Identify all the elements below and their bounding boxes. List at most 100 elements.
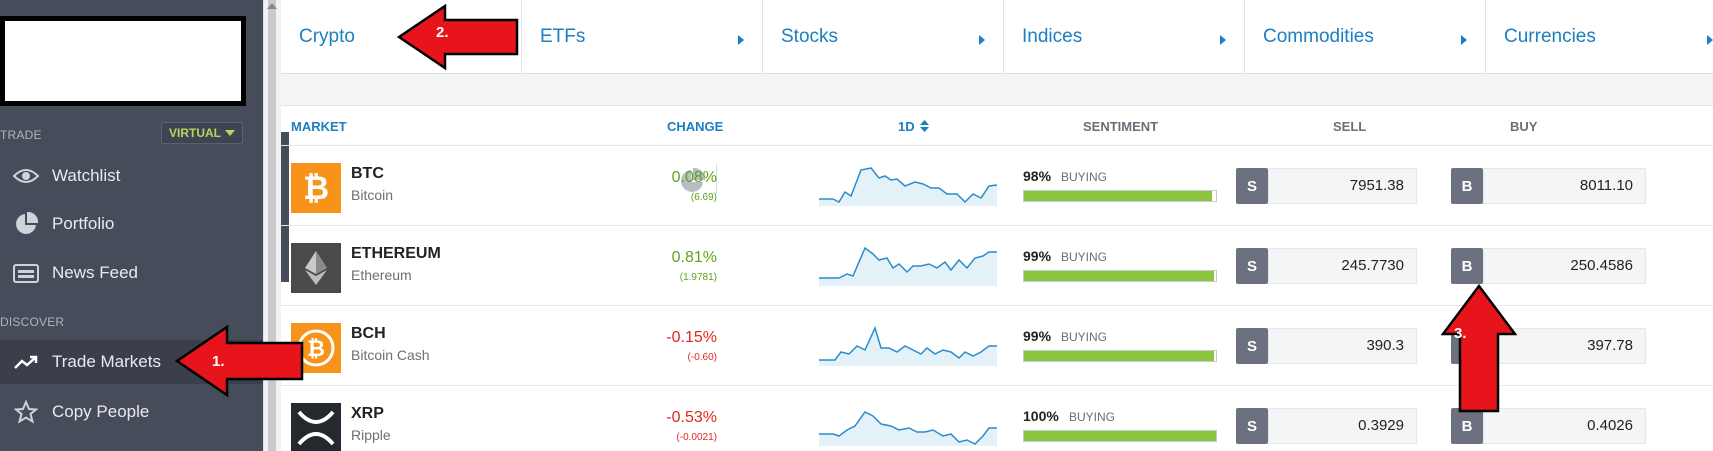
- sell-price[interactable]: 390.3: [1268, 328, 1417, 364]
- buy-price[interactable]: 250.4586: [1483, 248, 1646, 284]
- sparkline-chart[interactable]: [819, 244, 997, 286]
- sentiment-fill: [1024, 351, 1215, 361]
- chevron-right-icon: [1461, 35, 1467, 45]
- tab-crypto[interactable]: Crypto: [281, 0, 522, 74]
- sell-price[interactable]: 0.3929: [1268, 408, 1417, 444]
- tab-label: Commodities: [1263, 26, 1374, 47]
- panel-edge: [281, 132, 289, 282]
- annotation-label-1: 1.: [212, 353, 225, 370]
- sidebar-item-label: Portfolio: [52, 214, 115, 233]
- change-absolute: (-0.60): [687, 352, 717, 363]
- market-symbol[interactable]: BTC: [351, 165, 384, 182]
- sentiment-label: BUYING: [1069, 410, 1116, 424]
- sentiment-fill: [1024, 271, 1215, 281]
- pie-chart-icon[interactable]: [679, 168, 705, 194]
- sentiment-percent: 99%: [1023, 328, 1052, 344]
- market-symbol[interactable]: XRP: [351, 405, 384, 422]
- table-row[interactable]: ₿ BCH Bitcoin Cash -0.15% (-0.60) 99% BU…: [281, 306, 1713, 386]
- header-buy: BUY: [1510, 119, 1538, 134]
- chevron-right-icon: [1707, 35, 1713, 45]
- filter-bar: [281, 74, 1713, 106]
- tab-indices[interactable]: Indices: [1004, 0, 1245, 74]
- sentiment-percent: 100%: [1023, 408, 1059, 424]
- period-label: 1D: [898, 119, 915, 134]
- sell-button[interactable]: S: [1236, 248, 1268, 284]
- header-period[interactable]: 1D: [898, 119, 930, 134]
- header-sell: SELL: [1333, 119, 1367, 134]
- virtual-label: VIRTUAL: [169, 126, 221, 140]
- tab-label: Currencies: [1504, 26, 1596, 47]
- header-change[interactable]: CHANGE: [667, 119, 724, 134]
- market-category-tabs: Crypto ETFs Stocks Indices Commodities C…: [281, 0, 1713, 74]
- table-header: MARKET CHANGE 1D SENTIMENT SELL BUY: [281, 106, 1713, 146]
- annotation-arrow-2: [397, 4, 519, 70]
- tab-stocks[interactable]: Stocks: [763, 0, 1004, 74]
- sidebar-item-portfolio[interactable]: Portfolio: [0, 202, 263, 246]
- sentiment-label: BUYING: [1061, 170, 1108, 184]
- table-row[interactable]: XRP Ripple -0.53% (-0.0021) 100% BUYING …: [281, 386, 1713, 451]
- buy-price[interactable]: 0.4026: [1483, 408, 1646, 444]
- sentiment-bar: [1023, 190, 1217, 202]
- svg-text:₿: ₿: [307, 337, 325, 362]
- annotation-arrow-1: [175, 324, 304, 398]
- change-absolute: (6.69): [690, 192, 717, 203]
- sentiment-bar: [1023, 430, 1217, 442]
- buy-button[interactable]: B: [1451, 168, 1483, 204]
- star-icon: [0, 400, 52, 424]
- sell-price[interactable]: 7951.38: [1268, 168, 1417, 204]
- svg-text:₿: ₿: [303, 170, 329, 206]
- table-row[interactable]: ETHEREUM Ethereum 0.81% (1.9781) 99% BUY…: [281, 226, 1713, 306]
- sparkline-chart[interactable]: [819, 164, 997, 206]
- sell-button[interactable]: S: [1236, 168, 1268, 204]
- sentiment-fill: [1024, 431, 1216, 441]
- market-name: Ethereum: [351, 267, 412, 283]
- section-discover-label: DISCOVER: [0, 315, 65, 329]
- change-absolute: (1.9781): [679, 272, 717, 283]
- market-name: Bitcoin Cash: [351, 347, 430, 363]
- buy-button[interactable]: B: [1451, 248, 1483, 284]
- market-symbol[interactable]: BCH: [351, 325, 386, 342]
- ripple-icon: [291, 403, 341, 451]
- chevron-right-icon: [1220, 35, 1226, 45]
- buy-price[interactable]: 8011.10: [1483, 168, 1646, 204]
- pie-chart-icon: [0, 212, 52, 236]
- sell-button[interactable]: S: [1236, 328, 1268, 364]
- sidebar-item-copy-people[interactable]: Copy People: [0, 390, 263, 434]
- buy-button[interactable]: B: [1451, 408, 1483, 444]
- market-symbol[interactable]: ETHEREUM: [351, 245, 441, 262]
- sentiment-label: BUYING: [1061, 250, 1108, 264]
- sidebar-item-label: Copy People: [52, 402, 150, 421]
- change-absolute: (-0.0021): [676, 432, 717, 443]
- sell-price[interactable]: 245.7730: [1268, 248, 1417, 284]
- sparkline-chart[interactable]: [819, 324, 997, 366]
- tab-label: Indices: [1022, 26, 1083, 47]
- change-percent: -0.53%: [666, 409, 717, 426]
- sidebar-item-news-feed[interactable]: News Feed: [0, 251, 263, 295]
- eye-icon: [0, 167, 52, 185]
- tab-currencies[interactable]: Currencies: [1486, 0, 1713, 74]
- change-percent: 0.08%: [671, 169, 717, 186]
- table-row[interactable]: ₿ BTC Bitcoin 0.08% (6.69) 98% BUYING S …: [281, 146, 1713, 226]
- section-trade-label: TRADE: [0, 128, 42, 142]
- scroll-up-icon[interactable]: [267, 3, 277, 9]
- market-name: Bitcoin: [351, 187, 394, 203]
- sentiment-percent: 99%: [1023, 248, 1052, 264]
- sparkline-chart[interactable]: [819, 404, 997, 446]
- market-name: Ripple: [351, 427, 391, 443]
- sidebar-item-watchlist[interactable]: Watchlist: [0, 154, 263, 198]
- virtual-mode-dropdown[interactable]: VIRTUAL: [161, 122, 243, 144]
- header-market[interactable]: MARKET: [291, 119, 347, 134]
- sidebar-scrollbar-thumb[interactable]: [268, 0, 276, 451]
- tab-etfs[interactable]: ETFs: [522, 0, 763, 74]
- bitcoin-icon: ₿: [291, 163, 341, 213]
- logo-placeholder: [0, 16, 246, 106]
- sell-button[interactable]: S: [1236, 408, 1268, 444]
- sort-icon: [920, 120, 930, 132]
- tab-label: Crypto: [299, 26, 355, 47]
- tab-commodities[interactable]: Commodities: [1245, 0, 1486, 74]
- sentiment-percent: 98%: [1023, 168, 1052, 184]
- sentiment-bar: [1023, 350, 1217, 362]
- chevron-right-icon: [979, 35, 985, 45]
- trend-icon: [0, 353, 52, 371]
